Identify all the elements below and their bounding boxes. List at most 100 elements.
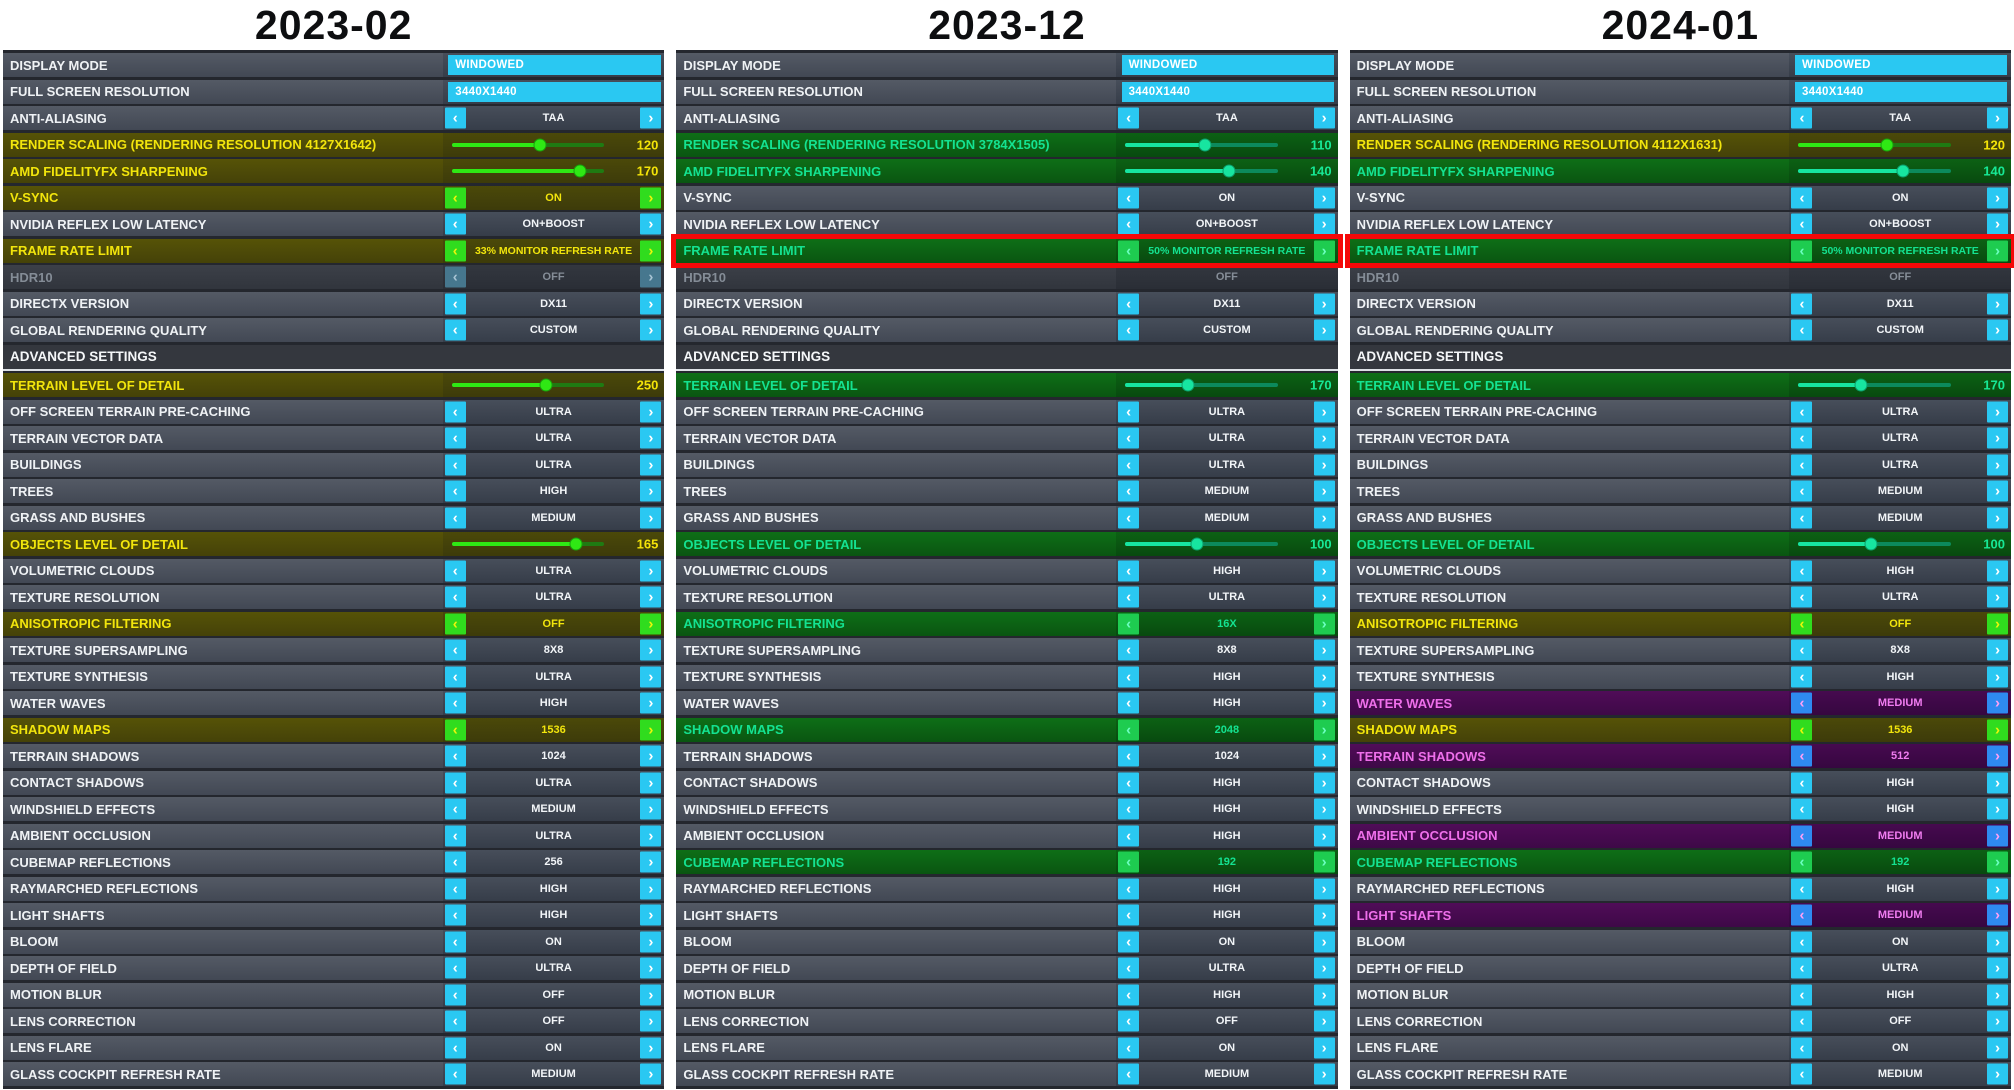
left-arrow-icon[interactable]: ‹: [444, 613, 466, 634]
right-arrow-icon[interactable]: ›: [640, 107, 662, 129]
right-arrow-icon[interactable]: ›: [1986, 1010, 2008, 1032]
left-arrow-icon[interactable]: ‹: [1791, 639, 1813, 661]
dropdown-value-button[interactable]: 3440X1440: [448, 81, 661, 102]
left-arrow-icon[interactable]: ‹: [1118, 1037, 1140, 1058]
right-arrow-icon[interactable]: ›: [1313, 240, 1335, 261]
right-arrow-icon[interactable]: ›: [640, 772, 662, 793]
right-arrow-icon[interactable]: ›: [1313, 507, 1335, 528]
right-arrow-icon[interactable]: ›: [1986, 240, 2008, 261]
left-arrow-icon[interactable]: ‹: [1791, 825, 1813, 846]
left-arrow-icon[interactable]: ‹: [444, 480, 466, 502]
left-arrow-icon[interactable]: ‹: [1118, 507, 1140, 528]
left-arrow-icon[interactable]: ‹: [1791, 401, 1813, 422]
left-arrow-icon[interactable]: ‹: [444, 745, 466, 767]
right-arrow-icon[interactable]: ›: [640, 427, 662, 449]
left-arrow-icon[interactable]: ‹: [1791, 613, 1813, 634]
left-arrow-icon[interactable]: ‹: [444, 586, 466, 608]
slider-knob[interactable]: [1864, 537, 1878, 551]
right-arrow-icon[interactable]: ›: [640, 560, 662, 581]
right-arrow-icon[interactable]: ›: [640, 319, 662, 341]
right-arrow-icon[interactable]: ›: [1313, 213, 1335, 235]
slider-track[interactable]: [451, 378, 605, 392]
slider-track[interactable]: [451, 537, 605, 551]
left-arrow-icon[interactable]: ‹: [1118, 798, 1140, 820]
dropdown-value-button[interactable]: 3440X1440: [1121, 81, 1335, 102]
right-arrow-icon[interactable]: ›: [640, 1037, 662, 1058]
left-arrow-icon[interactable]: ‹: [1791, 293, 1813, 314]
right-arrow-icon[interactable]: ›: [1986, 639, 2008, 661]
right-arrow-icon[interactable]: ›: [1986, 745, 2008, 767]
left-arrow-icon[interactable]: ‹: [1791, 719, 1813, 740]
right-arrow-icon[interactable]: ›: [1986, 878, 2008, 899]
right-arrow-icon[interactable]: ›: [1313, 480, 1335, 502]
right-arrow-icon[interactable]: ›: [1986, 1063, 2008, 1085]
left-arrow-icon[interactable]: ‹: [1791, 480, 1813, 502]
slider-track[interactable]: [451, 164, 605, 178]
left-arrow-icon[interactable]: ‹: [1118, 825, 1140, 846]
right-arrow-icon[interactable]: ›: [640, 666, 662, 687]
right-arrow-icon[interactable]: ›: [640, 480, 662, 502]
dropdown-value-button[interactable]: WINDOWED: [1794, 55, 2008, 75]
right-arrow-icon[interactable]: ›: [1313, 401, 1335, 422]
left-arrow-icon[interactable]: ‹: [444, 1037, 466, 1058]
right-arrow-icon[interactable]: ›: [1313, 692, 1335, 714]
right-arrow-icon[interactable]: ›: [640, 1063, 662, 1085]
right-arrow-icon[interactable]: ›: [1313, 613, 1335, 634]
left-arrow-icon[interactable]: ‹: [1118, 984, 1140, 1005]
right-arrow-icon[interactable]: ›: [640, 586, 662, 608]
right-arrow-icon[interactable]: ›: [1986, 1037, 2008, 1058]
left-arrow-icon[interactable]: ‹: [1118, 613, 1140, 634]
left-arrow-icon[interactable]: ‹: [1791, 904, 1813, 926]
left-arrow-icon[interactable]: ‹: [1118, 240, 1140, 261]
left-arrow-icon[interactable]: ‹: [1118, 107, 1140, 129]
right-arrow-icon[interactable]: ›: [1313, 293, 1335, 314]
left-arrow-icon[interactable]: ‹: [1118, 401, 1140, 422]
left-arrow-icon[interactable]: ‹: [444, 984, 466, 1005]
left-arrow-icon[interactable]: ‹: [444, 319, 466, 341]
right-arrow-icon[interactable]: ›: [1313, 878, 1335, 899]
right-arrow-icon[interactable]: ›: [1986, 480, 2008, 502]
left-arrow-icon[interactable]: ‹: [1791, 984, 1813, 1005]
right-arrow-icon[interactable]: ›: [1986, 666, 2008, 687]
left-arrow-icon[interactable]: ‹: [444, 1010, 466, 1032]
left-arrow-icon[interactable]: ‹: [1118, 213, 1140, 235]
slider-knob[interactable]: [1896, 164, 1910, 178]
right-arrow-icon[interactable]: ›: [640, 187, 662, 208]
right-arrow-icon[interactable]: ›: [1986, 772, 2008, 793]
left-arrow-icon[interactable]: ‹: [444, 401, 466, 422]
right-arrow-icon[interactable]: ›: [1986, 613, 2008, 634]
left-arrow-icon[interactable]: ‹: [444, 957, 466, 979]
right-arrow-icon[interactable]: ›: [1986, 719, 2008, 740]
right-arrow-icon[interactable]: ›: [640, 240, 662, 261]
left-arrow-icon[interactable]: ‹: [1791, 931, 1813, 952]
right-arrow-icon[interactable]: ›: [640, 613, 662, 634]
right-arrow-icon[interactable]: ›: [1986, 319, 2008, 341]
left-arrow-icon[interactable]: ‹: [444, 293, 466, 314]
right-arrow-icon[interactable]: ›: [1986, 107, 2008, 129]
left-arrow-icon[interactable]: ‹: [1118, 454, 1140, 475]
right-arrow-icon[interactable]: ›: [640, 639, 662, 661]
left-arrow-icon[interactable]: ‹: [1791, 560, 1813, 581]
right-arrow-icon[interactable]: ›: [1986, 293, 2008, 314]
left-arrow-icon[interactable]: ‹: [1118, 293, 1140, 314]
left-arrow-icon[interactable]: ‹: [1791, 1010, 1813, 1032]
slider-knob[interactable]: [1880, 138, 1894, 151]
left-arrow-icon[interactable]: ‹: [1118, 1010, 1140, 1032]
left-arrow-icon[interactable]: ‹: [1791, 187, 1813, 208]
dropdown-value-button[interactable]: WINDOWED: [1121, 55, 1335, 75]
left-arrow-icon[interactable]: ‹: [444, 931, 466, 952]
right-arrow-icon[interactable]: ›: [1986, 984, 2008, 1005]
left-arrow-icon[interactable]: ‹: [444, 107, 466, 129]
left-arrow-icon[interactable]: ‹: [1118, 427, 1140, 449]
right-arrow-icon[interactable]: ›: [640, 213, 662, 235]
right-arrow-icon[interactable]: ›: [1313, 798, 1335, 820]
left-arrow-icon[interactable]: ‹: [444, 878, 466, 899]
left-arrow-icon[interactable]: ‹: [1118, 480, 1140, 502]
left-arrow-icon[interactable]: ‹: [1118, 692, 1140, 714]
left-arrow-icon[interactable]: ‹: [444, 427, 466, 449]
slider-knob[interactable]: [533, 138, 547, 151]
dropdown-value-button[interactable]: 3440X1440: [1794, 81, 2008, 102]
left-arrow-icon[interactable]: ‹: [1118, 957, 1140, 979]
left-arrow-icon[interactable]: ‹: [1791, 745, 1813, 767]
right-arrow-icon[interactable]: ›: [640, 692, 662, 714]
